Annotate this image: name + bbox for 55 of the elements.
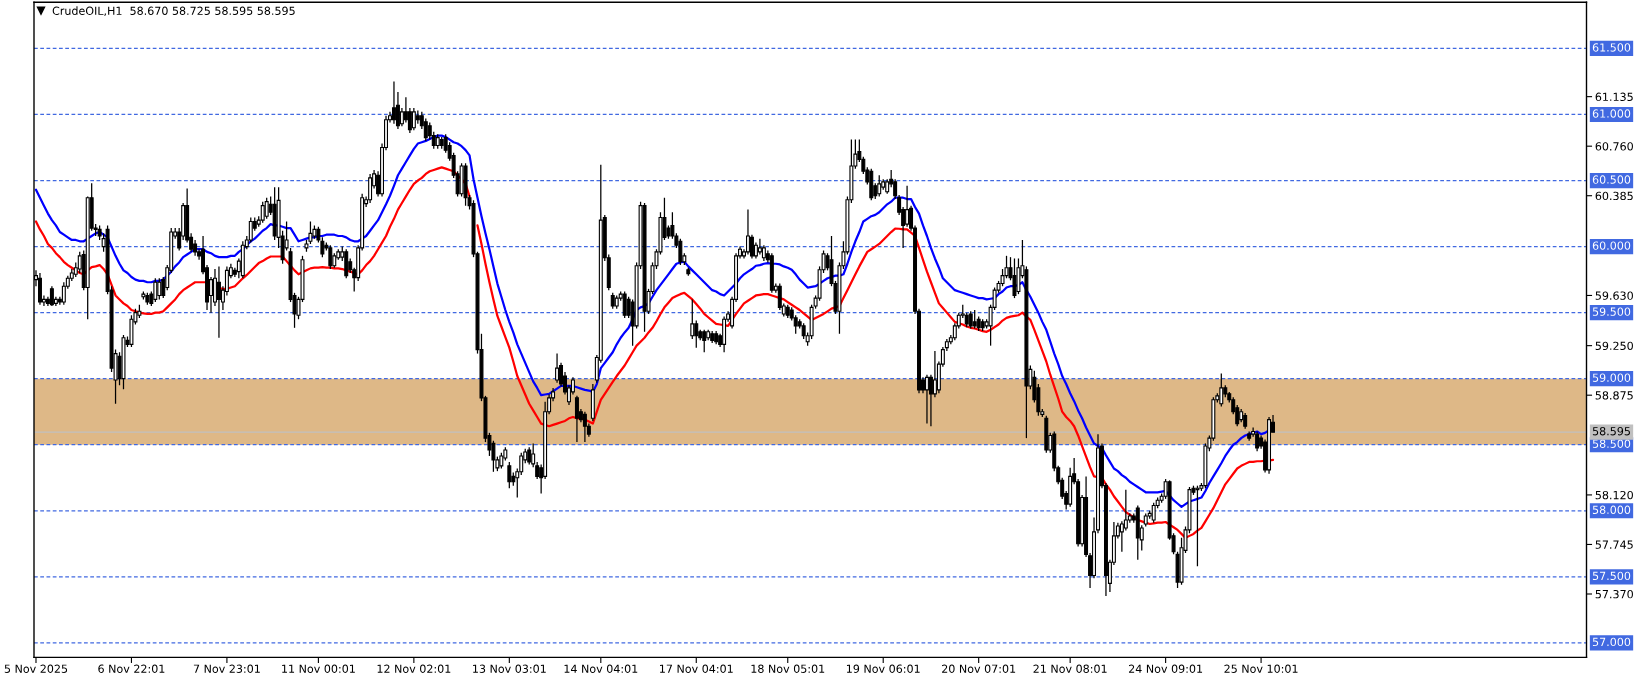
y-tick-label: 58.875	[1595, 391, 1633, 400]
ref-line-label: 59.000	[1592, 373, 1631, 382]
candlestick	[260, 201, 265, 224]
candlestick	[555, 352, 560, 384]
candlestick	[216, 265, 221, 339]
ref-line-label: 60.500	[1592, 175, 1631, 184]
x-tick-label: 20 Nov 07:01	[942, 664, 1016, 673]
ref-line-label: 57.000	[1592, 637, 1631, 647]
y-tick-label: 57.745	[1595, 540, 1633, 549]
chart-title: CrudeOIL,H1 58.670 58.725 58.595 58.595	[52, 6, 295, 17]
y-tick-label: 60.385	[1595, 191, 1633, 201]
candlestick	[582, 411, 587, 443]
ref-line-label: 58.500	[1592, 439, 1631, 448]
ref-line-label: 61.000	[1592, 109, 1631, 118]
ref-line-label: 60.000	[1592, 241, 1631, 250]
y-tick-label: 57.370	[1595, 589, 1633, 599]
x-tick-label: 12 Nov 02:01	[377, 664, 451, 673]
y-tick-label: 58.120	[1595, 490, 1633, 500]
ref-line-label: 58.595	[1592, 426, 1630, 436]
x-tick-label: 17 Nov 04:01	[660, 664, 733, 673]
x-tick-label: 7 Nov 23:01	[193, 664, 260, 673]
candlestick	[248, 216, 253, 244]
x-tick-label: 6 Nov 22:01	[98, 664, 165, 673]
candlestick	[745, 208, 750, 256]
x-tick-label: 13 Nov 03:01	[473, 664, 546, 673]
ref-line-label: 57.500	[1592, 571, 1631, 581]
x-tick-label: 11 Nov 00:01	[282, 664, 355, 673]
y-tick-label: 59.250	[1595, 341, 1633, 351]
ref-line-label: 61.500	[1592, 43, 1631, 52]
x-tick-label: 5 Nov 2025	[4, 664, 68, 673]
ref-line-label: 58.000	[1592, 505, 1631, 514]
candlestick	[153, 277, 158, 303]
candlestick	[37, 272, 42, 306]
candlestick	[757, 238, 762, 256]
candlestick	[574, 395, 579, 443]
candlestick	[423, 117, 428, 142]
candlestick	[368, 173, 373, 204]
y-tick-label: 59.630	[1595, 291, 1633, 300]
y-tick-label: 61.135	[1595, 92, 1633, 102]
candlestick	[1012, 257, 1017, 299]
candlestick	[264, 197, 269, 220]
x-tick-label: 18 Nov 05:01	[751, 664, 825, 673]
x-tick-label: 24 Nov 09:01	[1128, 664, 1203, 673]
ref-line-label: 59.500	[1592, 307, 1631, 316]
x-tick-label: 21 Nov 08:01	[1033, 664, 1107, 673]
candlestick	[932, 350, 937, 398]
x-tick-label: 19 Nov 06:01	[846, 664, 920, 673]
candlestick	[157, 277, 162, 301]
candlestick	[905, 185, 910, 228]
candlestick	[690, 298, 695, 340]
y-tick-label: 60.760	[1595, 142, 1633, 151]
candlestick	[1195, 485, 1200, 567]
candlestick	[411, 107, 416, 131]
x-tick-label: 25 Nov 10:01	[1224, 664, 1298, 673]
x-tick-label: 14 Nov 04:01	[564, 664, 638, 673]
